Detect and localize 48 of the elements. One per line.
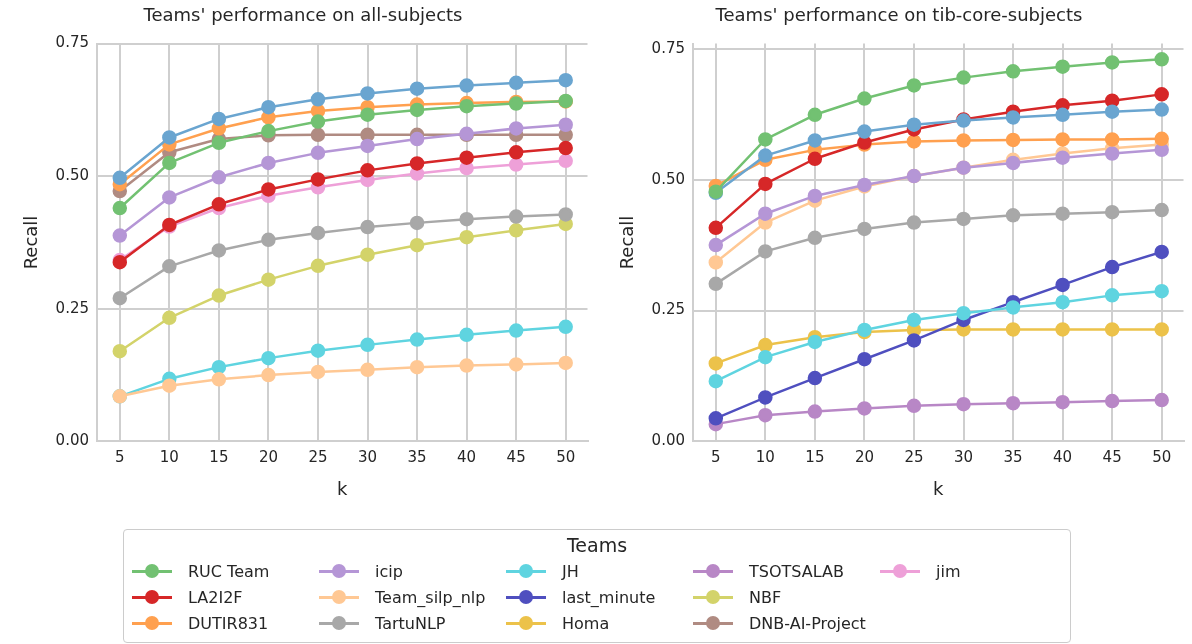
legend-label: NBF [749, 587, 782, 607]
legend-title: Teams [565, 534, 629, 556]
x-tick-label: 50 [1152, 448, 1172, 467]
x-tick-label: 25 [308, 448, 328, 467]
y-tick-label: 0.75 [651, 38, 685, 57]
x-tick-label: 5 [711, 448, 721, 467]
legend-label: Homa [562, 613, 610, 633]
x-tick-label: 50 [556, 448, 576, 467]
chart-title: Teams' performance on tib-core-subjects [714, 4, 1083, 26]
legend-label: jim [936, 561, 961, 581]
y-tick-label: 0.50 [55, 166, 89, 185]
x-tick-label: 15 [209, 448, 229, 467]
x-tick-label: 15 [805, 448, 825, 467]
x-tick-label: 40 [457, 448, 477, 467]
x-tick-label: 25 [904, 448, 924, 467]
chart-title: Teams' performance on all-subjects [142, 4, 463, 26]
legend-label: last_minute [562, 587, 656, 607]
x-axis-title: k [337, 477, 349, 499]
legend-label: JH [562, 561, 579, 581]
legend-label: LA2I2F [188, 587, 243, 607]
y-axis-title: Recall [616, 215, 638, 270]
y-tick-label: 0.50 [651, 169, 685, 188]
x-tick-label: 30 [357, 448, 378, 467]
y-tick-label: 0.25 [55, 298, 89, 317]
legend-label: TSOTSALAB [749, 561, 844, 581]
x-tick-label: 20 [854, 448, 874, 467]
legend-label: RUC Team [188, 561, 270, 581]
legend-label: icip [375, 561, 403, 581]
x-tick-label: 20 [258, 448, 278, 467]
y-tick-label: 0.25 [651, 300, 685, 319]
legend-label: TartuNLP [375, 613, 446, 633]
x-axis-title: k [933, 477, 945, 499]
y-tick-label: 0.00 [55, 431, 89, 450]
y-axis-title: Recall [20, 215, 42, 270]
x-tick-label: 5 [115, 448, 125, 467]
y-tick-label: 0.75 [55, 33, 89, 52]
x-tick-label: 45 [506, 448, 526, 467]
x-tick-label: 45 [1102, 448, 1122, 467]
x-tick-label: 10 [159, 448, 179, 467]
legend-label: Team_silp_nlp [375, 587, 486, 607]
x-tick-label: 10 [755, 448, 775, 467]
legend-label: DUTIR831 [188, 613, 269, 633]
y-tick-label: 0.00 [651, 431, 685, 450]
x-tick-label: 35 [407, 448, 427, 467]
x-tick-label: 35 [1003, 448, 1023, 467]
x-tick-label: 40 [1053, 448, 1073, 467]
x-tick-label: 30 [953, 448, 974, 467]
legend-label: DNB-AI-Project [749, 613, 866, 633]
